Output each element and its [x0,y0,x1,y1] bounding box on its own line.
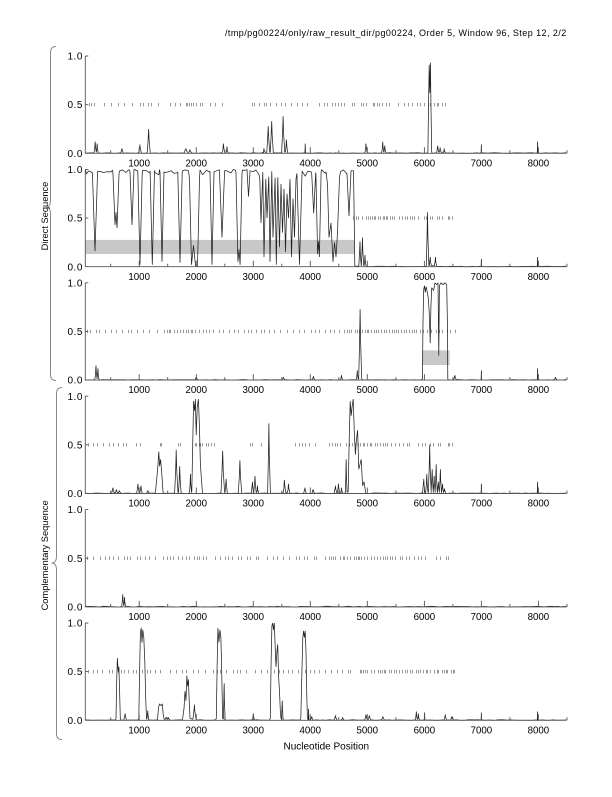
svg-text:8000: 8000 [528,158,550,169]
svg-text:7000: 7000 [471,158,493,169]
svg-text:3000: 3000 [243,499,265,510]
svg-text:4000: 4000 [300,612,322,623]
svg-text:4000: 4000 [300,725,322,736]
svg-text:6000: 6000 [414,499,436,510]
svg-text:8000: 8000 [528,499,550,510]
svg-text:1000: 1000 [128,272,150,283]
svg-text:0.5: 0.5 [67,554,83,565]
svg-text:7000: 7000 [471,272,493,283]
svg-text:7000: 7000 [471,725,493,736]
svg-text:7000: 7000 [471,385,493,396]
svg-text:4000: 4000 [300,158,322,169]
svg-text:0.5: 0.5 [67,100,83,111]
svg-text:0.0: 0.0 [67,489,83,500]
svg-text:5000: 5000 [357,158,379,169]
svg-text:Direct Sequence: Direct Sequence [40,182,50,251]
svg-text:3000: 3000 [243,158,265,169]
svg-text:7000: 7000 [471,499,493,510]
svg-text:7000: 7000 [471,612,493,623]
svg-text:6000: 6000 [414,272,436,283]
svg-text:0.5: 0.5 [67,214,83,225]
svg-text:0.0: 0.0 [67,716,83,727]
svg-text:8000: 8000 [528,612,550,623]
svg-text:1.0: 1.0 [67,52,83,63]
svg-text:1000: 1000 [128,612,150,623]
svg-text:5000: 5000 [357,385,379,396]
svg-text:5000: 5000 [357,499,379,510]
svg-text:2000: 2000 [186,725,208,736]
svg-text:1000: 1000 [128,725,150,736]
svg-text:4000: 4000 [300,385,322,396]
svg-text:0.5: 0.5 [67,440,83,451]
svg-text:5000: 5000 [357,272,379,283]
svg-text:3000: 3000 [243,385,265,396]
svg-text:3000: 3000 [243,272,265,283]
svg-text:1000: 1000 [128,158,150,169]
svg-text:6000: 6000 [414,385,436,396]
svg-text:0.0: 0.0 [67,376,83,387]
svg-text:2000: 2000 [186,499,208,510]
svg-text:2000: 2000 [186,272,208,283]
svg-text:8000: 8000 [528,272,550,283]
svg-text:3000: 3000 [243,612,265,623]
svg-text:1.0: 1.0 [67,278,83,289]
svg-text:1000: 1000 [128,499,150,510]
svg-text:1.0: 1.0 [67,619,83,630]
svg-text:5000: 5000 [357,612,379,623]
svg-text:0.5: 0.5 [67,327,83,338]
svg-text:2000: 2000 [186,158,208,169]
svg-text:6000: 6000 [414,158,436,169]
svg-text:2000: 2000 [186,612,208,623]
svg-text:6000: 6000 [414,725,436,736]
svg-text:5000: 5000 [357,725,379,736]
svg-text:1.0: 1.0 [67,505,83,516]
svg-text:8000: 8000 [528,725,550,736]
svg-text:6000: 6000 [414,612,436,623]
svg-text:1000: 1000 [128,385,150,396]
svg-text:0.0: 0.0 [67,603,83,614]
svg-text:1.0: 1.0 [67,165,83,176]
svg-text:4000: 4000 [300,272,322,283]
svg-text:Complementary Sequence: Complementary Sequence [40,500,50,610]
svg-text:0.0: 0.0 [67,149,83,160]
svg-text:/tmp/pg00224/only/raw_result_d: /tmp/pg00224/only/raw_result_dir/pg00224… [225,28,567,38]
svg-text:8000: 8000 [528,385,550,396]
svg-text:1.0: 1.0 [67,392,83,403]
svg-text:Nucleotide Position: Nucleotide Position [283,742,369,753]
svg-text:3000: 3000 [243,725,265,736]
svg-text:0.0: 0.0 [67,262,83,273]
svg-text:0.5: 0.5 [67,667,83,678]
svg-text:4000: 4000 [300,499,322,510]
svg-text:2000: 2000 [186,385,208,396]
